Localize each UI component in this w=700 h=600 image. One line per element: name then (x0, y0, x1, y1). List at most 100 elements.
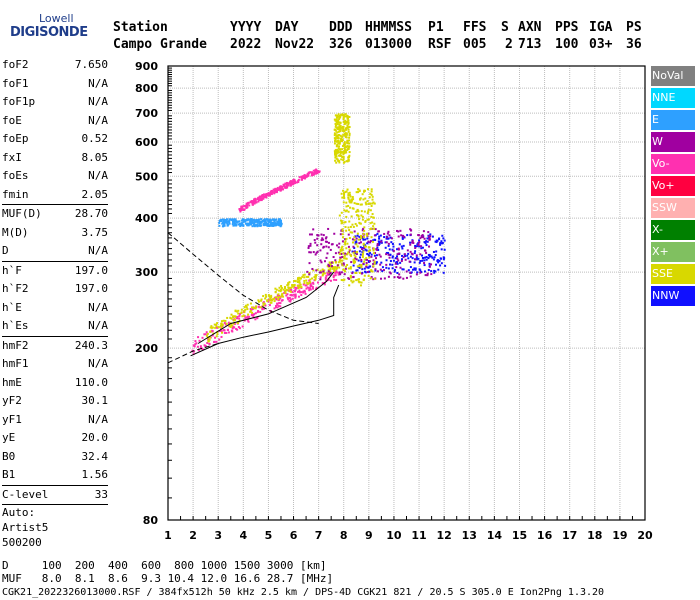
param-key: h`F (2, 263, 22, 277)
echo-point (355, 202, 358, 205)
echo-point (289, 290, 292, 293)
echo-point (342, 262, 345, 265)
echo-point (239, 222, 242, 225)
echo-point (222, 319, 225, 322)
echo-point (374, 228, 377, 231)
echo-point (298, 289, 301, 292)
echo-point (250, 313, 253, 316)
echo-point (251, 306, 254, 309)
echo-point (380, 261, 383, 264)
echo-point (280, 222, 283, 225)
echo-point (264, 304, 267, 307)
header-value-8: 713 (518, 37, 542, 52)
echo-point (347, 155, 350, 158)
echo-point (405, 276, 408, 279)
echo-point (335, 268, 338, 271)
echo-point (315, 273, 318, 276)
echo-point (337, 130, 340, 133)
echo-point (358, 271, 361, 274)
echo-point (243, 208, 246, 211)
echo-point (355, 191, 358, 194)
echo-point (436, 259, 439, 262)
echo-point (245, 316, 248, 319)
echo-point (343, 141, 346, 144)
echo-point (234, 219, 237, 222)
echo-point (335, 135, 338, 138)
param-row: foF2 7.650 (2, 56, 108, 75)
echo-point (218, 221, 221, 224)
echo-point (207, 340, 210, 343)
echo-point (340, 229, 343, 232)
echo-point (410, 252, 413, 255)
echo-point (342, 113, 345, 116)
param-key: hmE (2, 375, 22, 389)
echo-point (388, 256, 391, 259)
echo-point (287, 184, 290, 187)
echo-point (340, 252, 343, 255)
echo-point (319, 271, 322, 274)
param-row: h`F2 197.0 (2, 280, 108, 299)
echo-point (303, 282, 306, 285)
echo-point (328, 273, 331, 276)
echo-point (329, 279, 332, 282)
echo-point (368, 265, 371, 268)
echo-point (251, 203, 254, 206)
echo-point (352, 251, 355, 254)
header-label-3: DDD (329, 20, 353, 35)
echo-point (356, 234, 359, 237)
echo-point (351, 207, 354, 210)
echo-point (256, 311, 259, 314)
x-tick-label: 3 (214, 529, 222, 542)
echo-point (355, 241, 358, 244)
echo-point (326, 265, 329, 268)
echo-point (267, 298, 270, 301)
echo-point (388, 248, 391, 251)
echo-point (348, 220, 351, 223)
y-tick-label: 300 (135, 266, 158, 279)
echo-point (345, 215, 348, 218)
param-separator (2, 504, 108, 505)
legend-item-nne: NNE (651, 88, 695, 108)
echo-point (341, 113, 344, 116)
echo-point (215, 335, 218, 338)
echo-point (251, 202, 254, 205)
echo-point (387, 230, 390, 233)
echo-point (378, 237, 381, 240)
echo-point (272, 224, 275, 227)
echo-point (301, 275, 304, 278)
echo-point (344, 270, 347, 273)
echo-point (208, 342, 211, 345)
param-value: 28.70 (74, 207, 108, 220)
footer-info-line: CGK21_2022326013000.RSF / 384fx512h 50 k… (2, 587, 605, 598)
echo-point (404, 258, 407, 261)
echo-point (223, 331, 226, 334)
echo-point (363, 274, 366, 277)
echo-point (399, 229, 402, 232)
echo-point (245, 219, 248, 222)
echo-point (372, 216, 375, 219)
echo-point (317, 234, 320, 237)
echo-point (367, 274, 370, 277)
echo-point (372, 278, 375, 281)
echo-point (209, 326, 212, 329)
echo-point (333, 142, 336, 145)
echo-point (344, 120, 347, 123)
echo-point (306, 281, 309, 284)
echo-point (345, 205, 348, 208)
echo-point (245, 306, 248, 309)
x-tick-label: 18 (587, 529, 602, 542)
echo-point (339, 154, 342, 157)
echo-point (342, 120, 345, 123)
echo-point (377, 240, 380, 243)
echo-point (246, 319, 249, 322)
echo-point (348, 115, 351, 118)
echo-point (331, 267, 334, 270)
echo-point (325, 240, 328, 243)
echo-point (299, 283, 302, 286)
echo-point (340, 135, 343, 138)
echo-point (418, 261, 421, 264)
x-tick-label: 4 (239, 529, 247, 542)
y-tick-label: 80 (143, 514, 159, 527)
echo-point (324, 237, 327, 240)
echo-point (426, 237, 429, 240)
